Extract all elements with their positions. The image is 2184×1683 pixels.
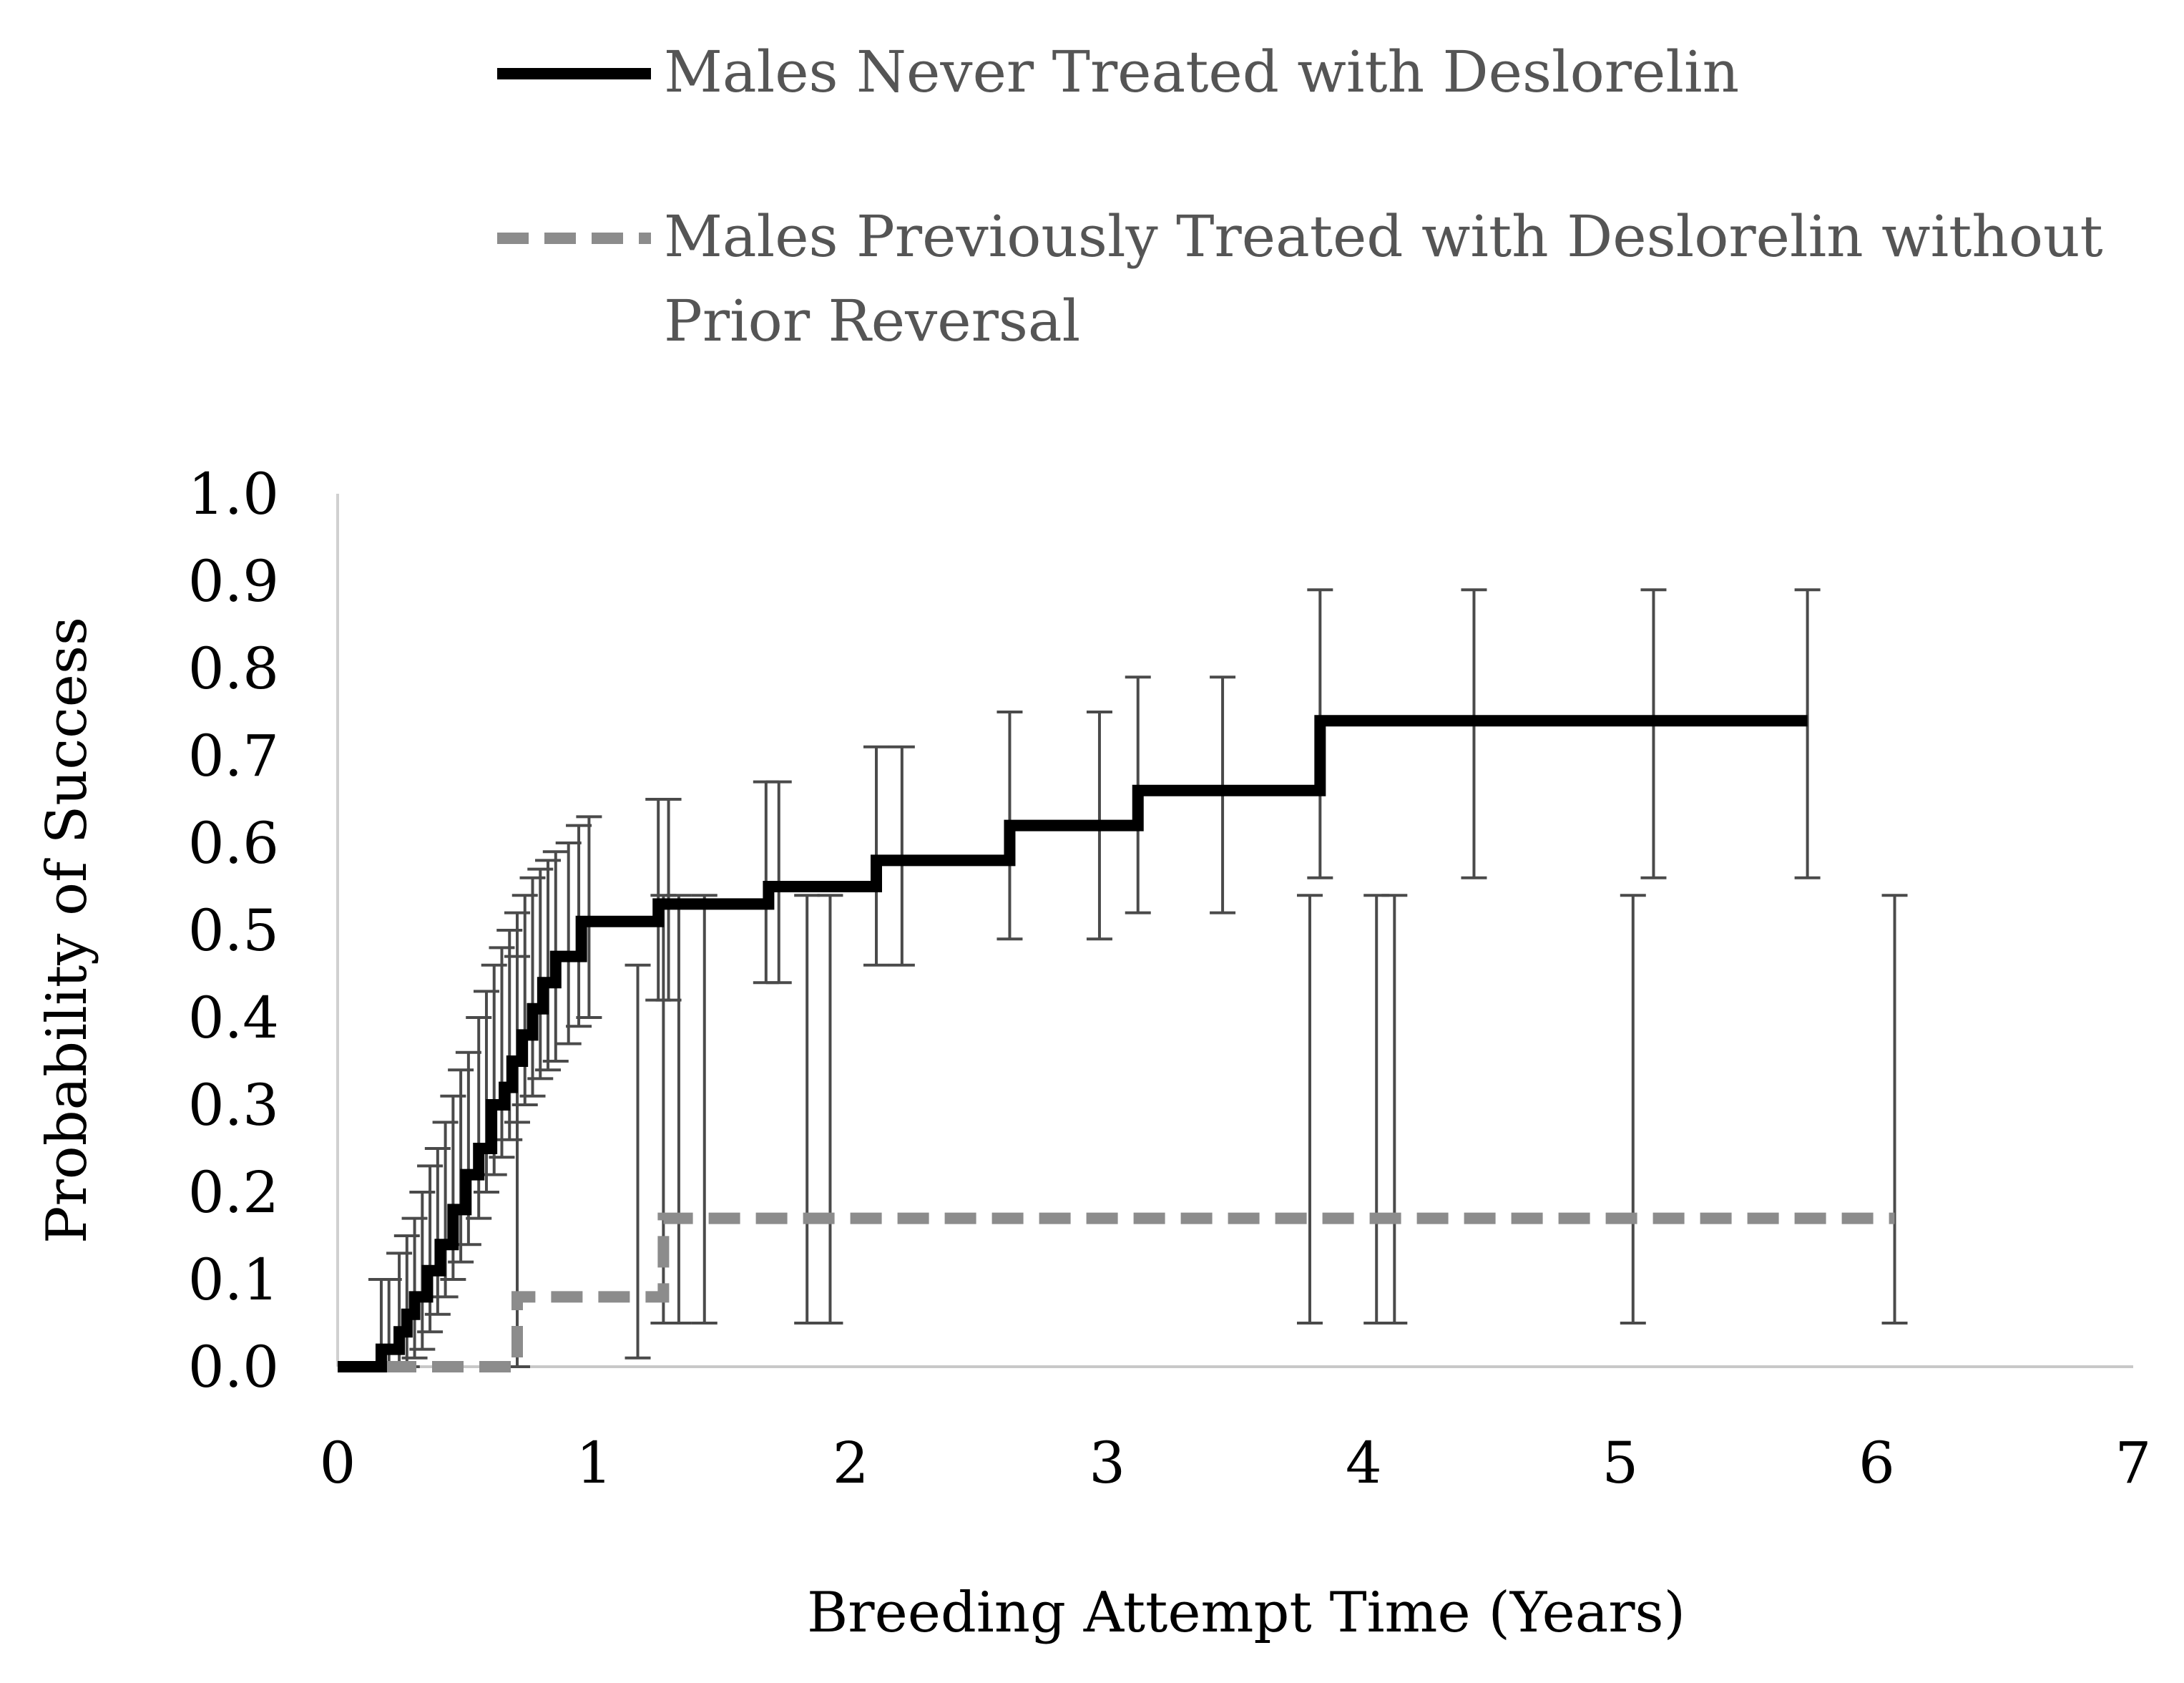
- series-lines: [338, 715, 1895, 1372]
- legend-label-previously-treated-line2: Prior Reversal: [664, 288, 1080, 354]
- y-tick-label: 0.5: [188, 897, 279, 964]
- y-axis-ticks: 0.0 0.1 0.2 0.3 0.4 0.5 0.6 0.7 0.8 0.9 1.0: [188, 461, 279, 1400]
- legend-label-never-treated: Males Never Treated with Deslorelin: [664, 39, 1739, 105]
- y-tick-label: 0.7: [188, 723, 279, 789]
- y-axis-title: Probability of Success: [35, 617, 99, 1244]
- x-axis-ticks: 0 1 2 3 4 5 6 7: [320, 1430, 2152, 1496]
- error-bar-previously-treated: [1363, 894, 1390, 1325]
- error-bars: [368, 588, 1908, 1368]
- y-tick-label: 1.0: [188, 461, 279, 527]
- error-bar-previously-treated: [625, 963, 651, 1360]
- x-tick-label: 1: [576, 1430, 612, 1496]
- legend-label-previously-treated-line1: Males Previously Treated with Deslorelin…: [664, 203, 2103, 270]
- error-bar-previously-treated: [817, 894, 843, 1325]
- x-tick-label: 4: [1346, 1430, 1382, 1496]
- y-tick-label: 0.9: [188, 548, 279, 615]
- error-bar-never-treated: [1461, 588, 1487, 879]
- x-axis-title: Breeding Attempt Time (Years): [807, 1581, 1685, 1645]
- x-tick-label: 3: [1089, 1430, 1125, 1496]
- y-tick-label: 0.0: [188, 1334, 279, 1400]
- y-tick-label: 0.1: [188, 1247, 279, 1313]
- error-bar-never-treated: [1794, 588, 1821, 879]
- error-bar-previously-treated: [1620, 894, 1646, 1325]
- x-tick-label: 6: [1859, 1430, 1895, 1496]
- error-bar-previously-treated: [1296, 894, 1323, 1325]
- x-tick-label: 0: [320, 1430, 356, 1496]
- error-bar-previously-treated: [691, 894, 718, 1325]
- y-tick-label: 0.2: [188, 1159, 279, 1226]
- y-tick-label: 0.8: [188, 635, 279, 702]
- error-bar-previously-treated: [794, 894, 821, 1325]
- series-line-previously-treated: [338, 1212, 1895, 1372]
- error-bar-previously-treated: [1381, 894, 1408, 1325]
- y-tick-label: 0.3: [188, 1072, 279, 1138]
- error-bar-previously-treated: [1881, 894, 1908, 1325]
- y-tick-label: 0.4: [188, 985, 279, 1051]
- x-tick-label: 2: [833, 1430, 869, 1496]
- error-bar-never-treated: [555, 841, 582, 1045]
- error-bar-previously-treated: [665, 894, 692, 1325]
- x-tick-label: 7: [2115, 1430, 2152, 1496]
- y-tick-label: 0.6: [188, 810, 279, 877]
- legend: Males Never Treated with Deslorelin Male…: [497, 39, 2103, 354]
- x-tick-label: 5: [1602, 1430, 1638, 1496]
- series-line-never-treated: [338, 715, 1808, 1372]
- axes: [336, 494, 2133, 1368]
- error-bar-never-treated: [1640, 588, 1667, 879]
